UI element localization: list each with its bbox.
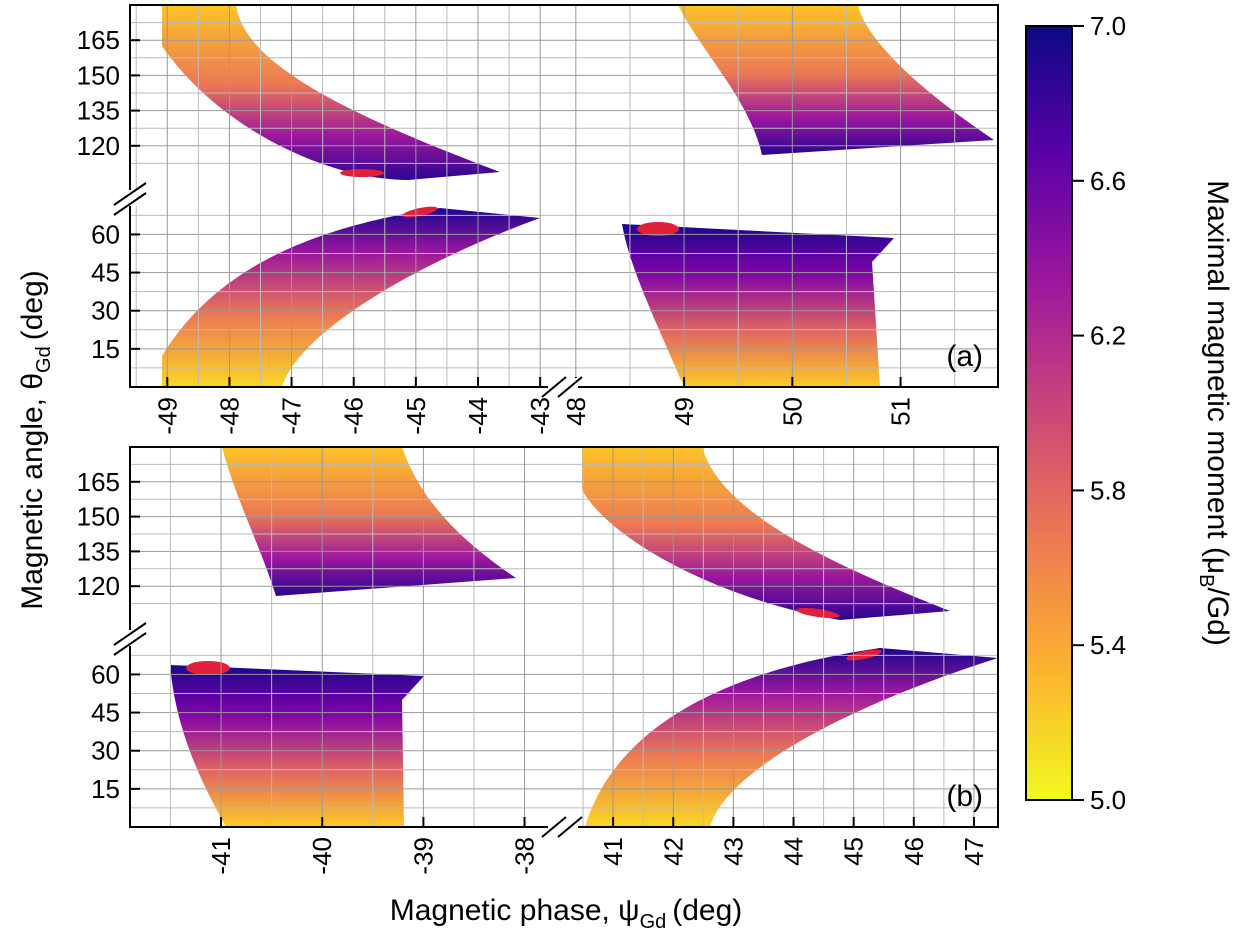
y-axis-title: Magnetic angle, θGd(deg)	[16, 270, 55, 610]
colorbar-gradient	[1025, 25, 1073, 801]
panel-b-y-tick-label: 30	[91, 736, 120, 766]
panel-b-x-tick-label: 41	[598, 837, 628, 866]
panel-b-x-tick-label: -38	[510, 837, 540, 875]
panel-a-y-tick-label: 15	[91, 334, 120, 364]
colorbar-tick-label: 5.8	[1090, 475, 1126, 505]
panel-a-y-tick-label: 120	[77, 131, 120, 161]
panel-a-y-tick-label: 165	[77, 25, 120, 55]
panel-b-region-upper-left	[222, 447, 516, 596]
panel-b-y-tick-label: 150	[77, 502, 120, 532]
panel-a-x-tick-label: 49	[669, 397, 699, 426]
panel-a-label: (a)	[946, 340, 983, 373]
panel-a-x-tick-label: -44	[463, 397, 493, 435]
panel-a-y-tick-label: 60	[91, 219, 120, 249]
x-axis-title: Magnetic phase, ψGd (deg)	[390, 894, 743, 933]
colorbar-tick-label: 7.0	[1090, 11, 1126, 41]
panel-a-max-marker-1	[340, 169, 384, 177]
panel-b-x-tick-label: 47	[959, 837, 989, 866]
colorbar-tick-label: 6.2	[1090, 321, 1126, 351]
panel-b-max-marker-1	[186, 661, 230, 675]
panel-a-x-tick-label: -48	[214, 397, 244, 435]
panel-a-y-tick-label: 150	[77, 60, 120, 90]
panel-a-x-tick-label: 48	[561, 397, 591, 426]
colorbar: 5.0 5.4 5.8 6.2 6.6 7.0 Maximal magnetic mome…	[1025, 11, 1234, 815]
panel-a-grid	[130, 5, 998, 387]
colorbar-ticks: 5.0 5.4 5.8 6.2 6.6 7.0	[1072, 11, 1126, 815]
panel-a: 120 135 150 165 15 30 45 60 -49 -48 -47 -46 -45 -44 -4…	[77, 4, 999, 435]
panel-a-x-tick-label: -47	[277, 397, 307, 435]
panel-b-x-tick-label: 44	[779, 837, 809, 866]
panel-b-x-tick-label: 43	[718, 837, 748, 866]
panel-a-x-tick-label: -45	[401, 397, 431, 435]
panel-a-max-marker-3	[637, 222, 679, 236]
panel-b-grid	[130, 447, 998, 827]
panel-b-region-lower-left	[170, 665, 424, 827]
panel-a-region-upper-left	[162, 5, 500, 180]
colorbar-tick-label: 6.6	[1090, 166, 1126, 196]
panel-b-max-marker-2	[796, 607, 840, 619]
panel-a-ticks: 120 135 150 165 15 30 45 60 -49 -48 -47 -46 -45 -44 -4…	[77, 25, 916, 434]
panel-b-region-lower-right	[585, 648, 998, 827]
colorbar-title: Maximal magnetic moment (μB/Gd)	[1195, 180, 1234, 646]
panel-a-y-tick-label: 135	[77, 96, 120, 126]
panel-a-y-tick-label: 45	[91, 258, 120, 288]
panel-a-x-tick-label: 50	[777, 397, 807, 426]
panel-b-x-tick-label: 42	[658, 837, 688, 866]
colorbar-tick-label: 5.4	[1090, 630, 1126, 660]
panel-a-x-tick-label: 51	[886, 397, 916, 426]
panel-b-y-tick-label: 120	[77, 571, 120, 601]
panel-b-y-tick-label: 135	[77, 536, 120, 566]
panel-a-region-lower-right	[622, 224, 894, 387]
panel-b-x-tick-label: -40	[307, 837, 337, 875]
panel-a-region-lower-left	[162, 208, 540, 387]
panel-a-y-tick-label: 30	[91, 296, 120, 326]
panel-b-x-tick-label: 46	[899, 837, 929, 866]
panel-a-x-tick-label: -46	[339, 397, 369, 435]
panel-b-y-tick-label: 15	[91, 774, 120, 804]
panel-a-heatmap	[162, 5, 994, 387]
panel-a-region-upper-right	[678, 5, 994, 155]
panel-a-x-tick-label: -49	[152, 397, 182, 435]
panel-b-x-tick-label: -41	[206, 837, 236, 875]
panel-a-x-tick-label: -43	[525, 397, 555, 435]
panel-b-label: (b)	[946, 780, 983, 813]
panel-b-ticks: 120 135 150 165 15 30 45 60 -41 -40 -39 -38 41 42 43 44…	[77, 467, 989, 875]
panel-b-x-tick-label: 45	[839, 837, 869, 866]
panel-a-max-marker-2	[402, 206, 438, 218]
panel-b-y-tick-label: 45	[91, 698, 120, 728]
axis-break-markers	[113, 182, 583, 838]
panel-b-y-tick-label: 60	[91, 659, 120, 689]
colorbar-tick-label: 5.0	[1090, 785, 1126, 815]
panel-b-y-tick-label: 165	[77, 467, 120, 497]
panel-b-x-tick-label: -39	[408, 837, 438, 875]
panel-b: 120 135 150 165 15 30 45 60 -41 -40 -39 -38 41 42 43 44…	[77, 446, 999, 875]
